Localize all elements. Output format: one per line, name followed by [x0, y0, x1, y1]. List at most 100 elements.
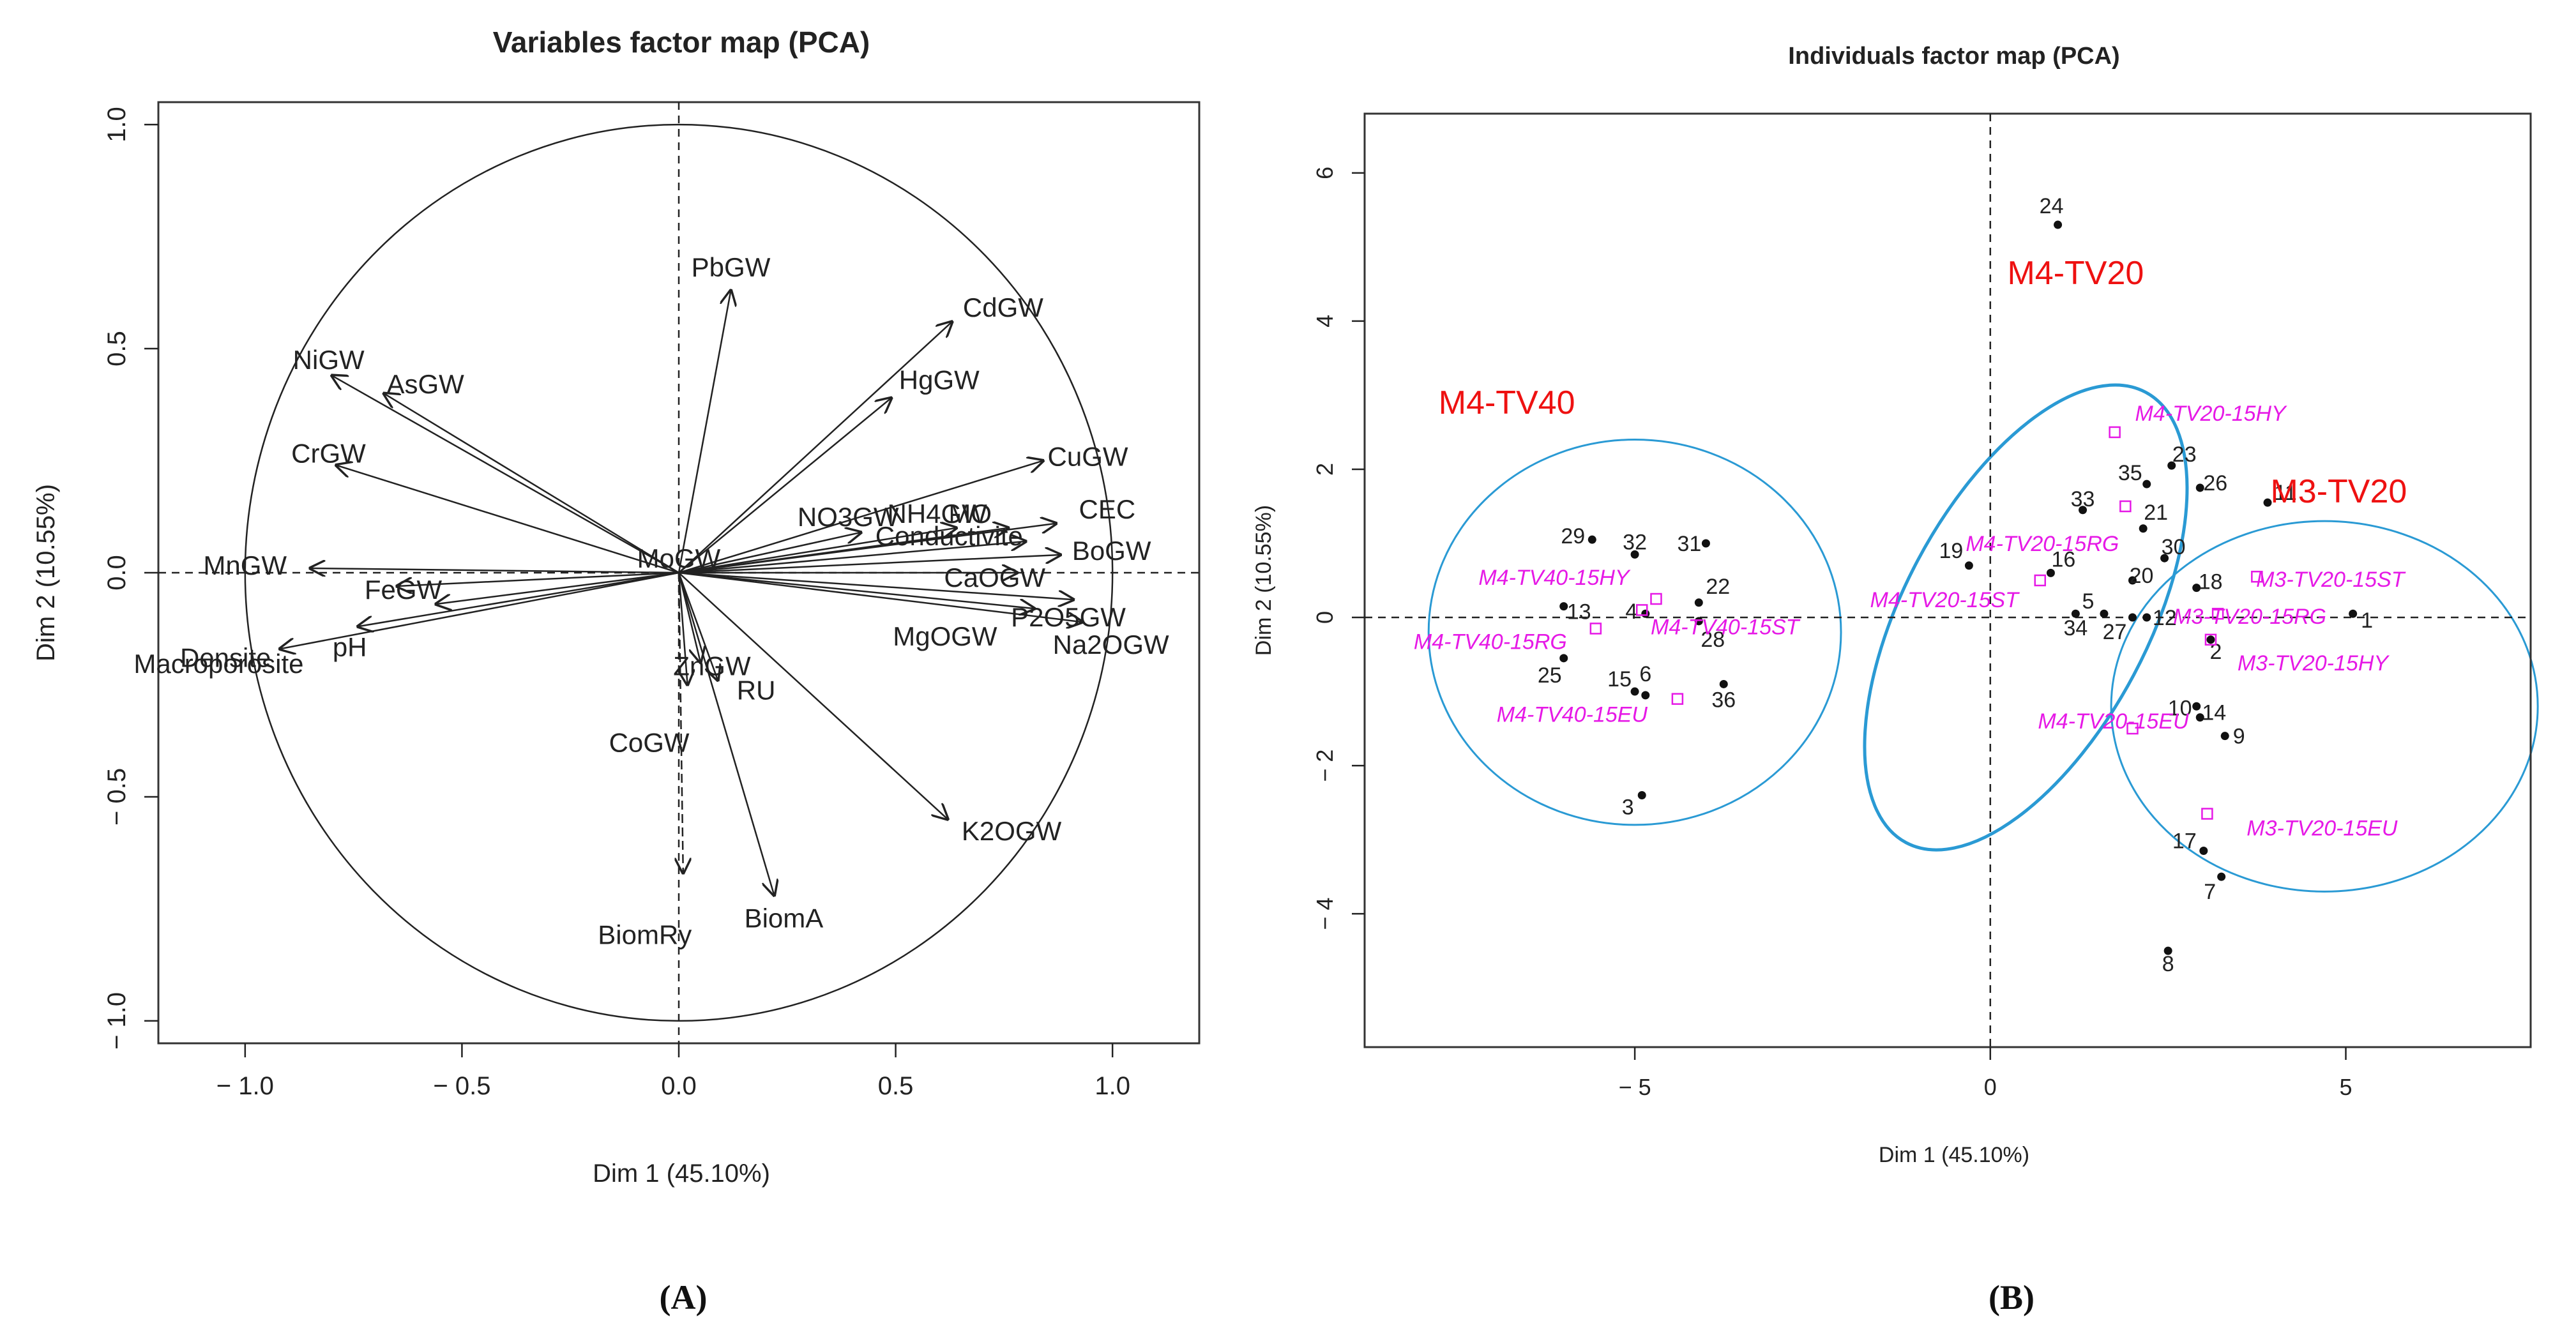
panel-b-x-tick-label: − 5 — [1619, 1074, 1651, 1100]
vector-label-p2o5gw: P2O5GW — [1011, 602, 1126, 632]
individual-point-34 — [2071, 609, 2080, 618]
individual-point-33 — [2079, 506, 2087, 515]
vector-label-densite: Densite — [180, 642, 271, 672]
individual-label-4: 4 — [1625, 600, 1637, 624]
individual-point-4 — [1641, 609, 1650, 618]
vector-arrow-no3gw — [678, 533, 861, 574]
individual-point-14 — [2195, 713, 2204, 722]
vector-arrow-bogw — [678, 555, 1061, 574]
vector-arrow-mgogw — [678, 571, 1034, 608]
individual-point-2 — [2206, 635, 2215, 644]
individual-point-25 — [1559, 654, 1568, 663]
individual-point-20 — [2128, 576, 2137, 585]
panel-a-x-axis-label: Dim 1 (45.10%) — [593, 1159, 770, 1188]
supplementary-label-m4-tv20-15st: M4-TV20-15ST — [1870, 588, 2020, 612]
individual-point-9 — [2220, 732, 2229, 741]
vector-label-na2ogw: Na2OGW — [1053, 630, 1169, 660]
vector-label-k2ogw: K2OGW — [962, 816, 1062, 846]
vector-arrow-bioma — [678, 572, 774, 895]
group-label-m4-tv40: M4-TV40 — [1439, 384, 1575, 421]
panel-a-y-tick-label: − 0.5 — [103, 768, 131, 826]
vector-arrow-nh4gw — [678, 528, 957, 574]
supplementary-point-m3-tv20-15hy — [2204, 633, 2217, 646]
vector-label-crgw: CrGW — [291, 439, 366, 469]
vector-label-macroporosite: Macroporosite — [133, 649, 303, 679]
vector-arrow-ph — [436, 571, 679, 604]
supplementary-point-m4-tv20-15rg — [2119, 500, 2132, 513]
panel-a-y-axis-label: Dim 2 (10.55%) — [32, 484, 60, 661]
vector-label-mogw: MoGW — [637, 543, 721, 573]
panel-b-y-axis-label: Dim 2 (10.55%) — [1252, 505, 1276, 656]
vector-label-caogw: CaOGW — [944, 563, 1045, 593]
individual-label-25: 25 — [1538, 663, 1562, 688]
individual-label-19: 19 — [1939, 539, 1963, 563]
panel-a-vectors: PbGW CdGW HgGW CuGW NiGW AsGW CrGW NO3GWNH4GWMO… — [133, 252, 1169, 949]
vector-arrow-crgw — [336, 465, 679, 574]
individual-label-9: 9 — [2233, 725, 2245, 749]
panel-b-group-labels: M4-TV40 M4-TV20 M3-TV20 — [1439, 255, 2407, 510]
panel-b-y-ticks: − 4 − 2 0 2 4 6 — [1312, 167, 1365, 930]
vector-label-cugw: CuGW — [1048, 442, 1128, 472]
vector-arrow-asgw — [384, 393, 679, 574]
panel-b-ellipses — [1427, 383, 2539, 893]
individual-label-15: 15 — [1607, 667, 1632, 691]
supplementary-point-m4-tv20-15st — [2034, 574, 2046, 587]
vector-label-asgw: AsGW — [387, 369, 465, 399]
vector-arrow-k2ogw — [678, 572, 948, 819]
individual-point-12 — [2142, 613, 2151, 622]
vector-arrow-biomry — [679, 572, 683, 873]
vector-arrow-nigw — [332, 375, 679, 574]
vector-arrow-cogw — [678, 572, 688, 684]
vector-label-hggw: HgGW — [899, 365, 980, 395]
individual-point-21 — [2139, 524, 2148, 533]
individual-point-32 — [1630, 550, 1639, 559]
vector-label-cec: CEC — [1079, 494, 1136, 524]
individual-label-16: 16 — [2052, 547, 2076, 571]
individual-label-1: 1 — [2361, 608, 2373, 633]
individual-label-8: 8 — [2162, 952, 2174, 976]
individual-label-24: 24 — [2040, 194, 2064, 218]
panel-b-x-tick-label: 5 — [2339, 1074, 2352, 1100]
supplementary-label-m4-tv40-15eu: M4-TV40-15EU — [1497, 703, 1648, 727]
supplementary-point-m3-tv20-15rg — [2211, 607, 2224, 620]
vector-label-mo: MO — [948, 499, 992, 529]
supplementary-label-m4-tv20-15eu: M4-TV20-15EU — [2038, 709, 2189, 734]
vector-arrow-ru — [678, 572, 718, 680]
individual-point-35 — [2142, 480, 2151, 488]
individual-point-29 — [1587, 535, 1596, 544]
panel-b-plot-frame — [1363, 112, 2532, 1048]
panel-a-x-ticks: − 1.0 − 0.5 0.0 0.5 1.0 — [216, 1043, 1130, 1100]
individual-point-30 — [2160, 554, 2169, 563]
supplementary-label-m4-tv20-15hy: M4-TV20-15HY — [2135, 402, 2288, 426]
supplementary-point-m4-tv40-15eu — [1671, 693, 1684, 705]
individual-label-13: 13 — [1567, 600, 1591, 624]
individual-label-7: 7 — [2204, 880, 2216, 904]
individual-label-10: 10 — [2168, 696, 2192, 720]
individual-label-14: 14 — [2202, 701, 2226, 725]
vector-label-bogw: BoGW — [1072, 536, 1151, 566]
individual-point-22 — [1694, 598, 1703, 607]
vector-label-fegw: FeGW — [365, 575, 443, 605]
supplementary-point-m3-tv20-15st — [2251, 570, 2263, 583]
vector-label-nigw: NiGW — [293, 345, 365, 375]
supplementary-label-m3-tv20-15rg: M3-TV20-15RG — [2173, 605, 2326, 629]
vector-arrow-conductivite — [678, 541, 1026, 574]
supplementary-point-m4-tv40-15rg — [1589, 623, 1602, 635]
individual-label-17: 17 — [2172, 829, 2197, 854]
panel-b-zero-lines — [1365, 114, 2531, 1047]
individual-point-8 — [2163, 946, 2172, 955]
supplementary-label-m3-tv20-15hy: M3-TV20-15HY — [2238, 651, 2390, 676]
supplementary-label-m3-tv20-15eu: M3-TV20-15EU — [2246, 817, 2398, 841]
supplementary-point-m3-tv20-15eu — [2201, 808, 2213, 820]
vector-arrow-pbgw — [678, 291, 731, 573]
group-label-m3-tv20: M3-TV20 — [2270, 473, 2407, 510]
panel-b-y-tick-label: − 4 — [1312, 898, 1338, 930]
individual-point-16 — [2046, 568, 2055, 577]
panel-b-title: Individuals factor map (PCA) — [1788, 43, 2119, 70]
individual-label-20: 20 — [2130, 564, 2154, 588]
individual-label-23: 23 — [2172, 442, 2197, 467]
individual-point-13 — [1559, 602, 1568, 611]
panel-a-x-tick-label: 0.0 — [661, 1072, 697, 1100]
panel-b-y-tick-label: 2 — [1312, 463, 1338, 476]
